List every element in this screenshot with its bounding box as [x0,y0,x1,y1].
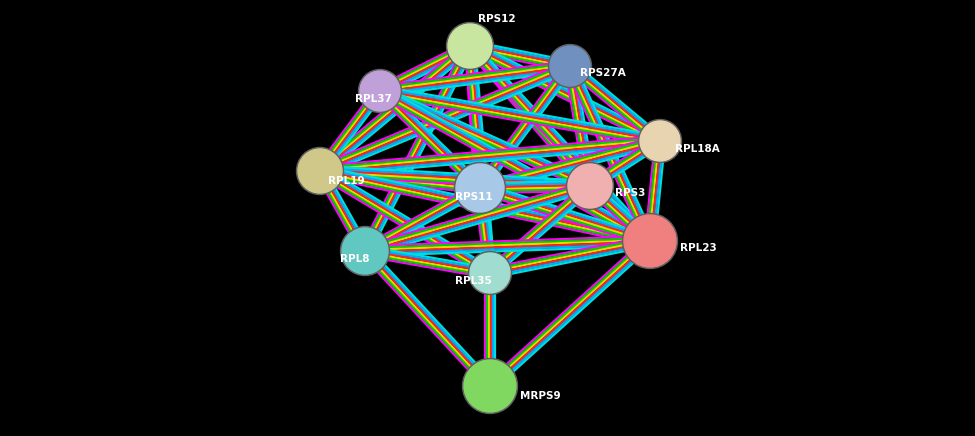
Circle shape [470,253,510,293]
Circle shape [447,23,493,69]
Text: RPS11: RPS11 [455,192,492,202]
Circle shape [550,46,590,86]
Text: RPS3: RPS3 [615,188,645,198]
Circle shape [359,69,402,112]
Text: MRPS9: MRPS9 [520,391,561,401]
Circle shape [624,215,676,267]
Circle shape [456,164,504,212]
Circle shape [568,164,612,208]
Text: RPS12: RPS12 [478,14,516,24]
Text: RPL18A: RPL18A [675,144,720,154]
Text: RPL37: RPL37 [355,94,392,104]
Circle shape [342,228,388,274]
Circle shape [462,358,518,413]
Text: RPL19: RPL19 [328,176,365,186]
Text: RPL23: RPL23 [680,243,717,253]
Circle shape [464,360,516,412]
Circle shape [448,24,492,68]
Circle shape [469,252,512,294]
Circle shape [340,226,389,276]
Text: RPL8: RPL8 [340,254,370,264]
Text: RPL35: RPL35 [455,276,491,286]
Circle shape [639,119,682,163]
Circle shape [566,163,613,210]
Circle shape [296,147,343,194]
Circle shape [360,71,400,111]
Circle shape [549,44,592,88]
Circle shape [640,121,680,161]
Text: RPS27A: RPS27A [580,68,626,78]
Circle shape [454,163,505,214]
Circle shape [622,214,678,269]
Circle shape [298,149,342,193]
